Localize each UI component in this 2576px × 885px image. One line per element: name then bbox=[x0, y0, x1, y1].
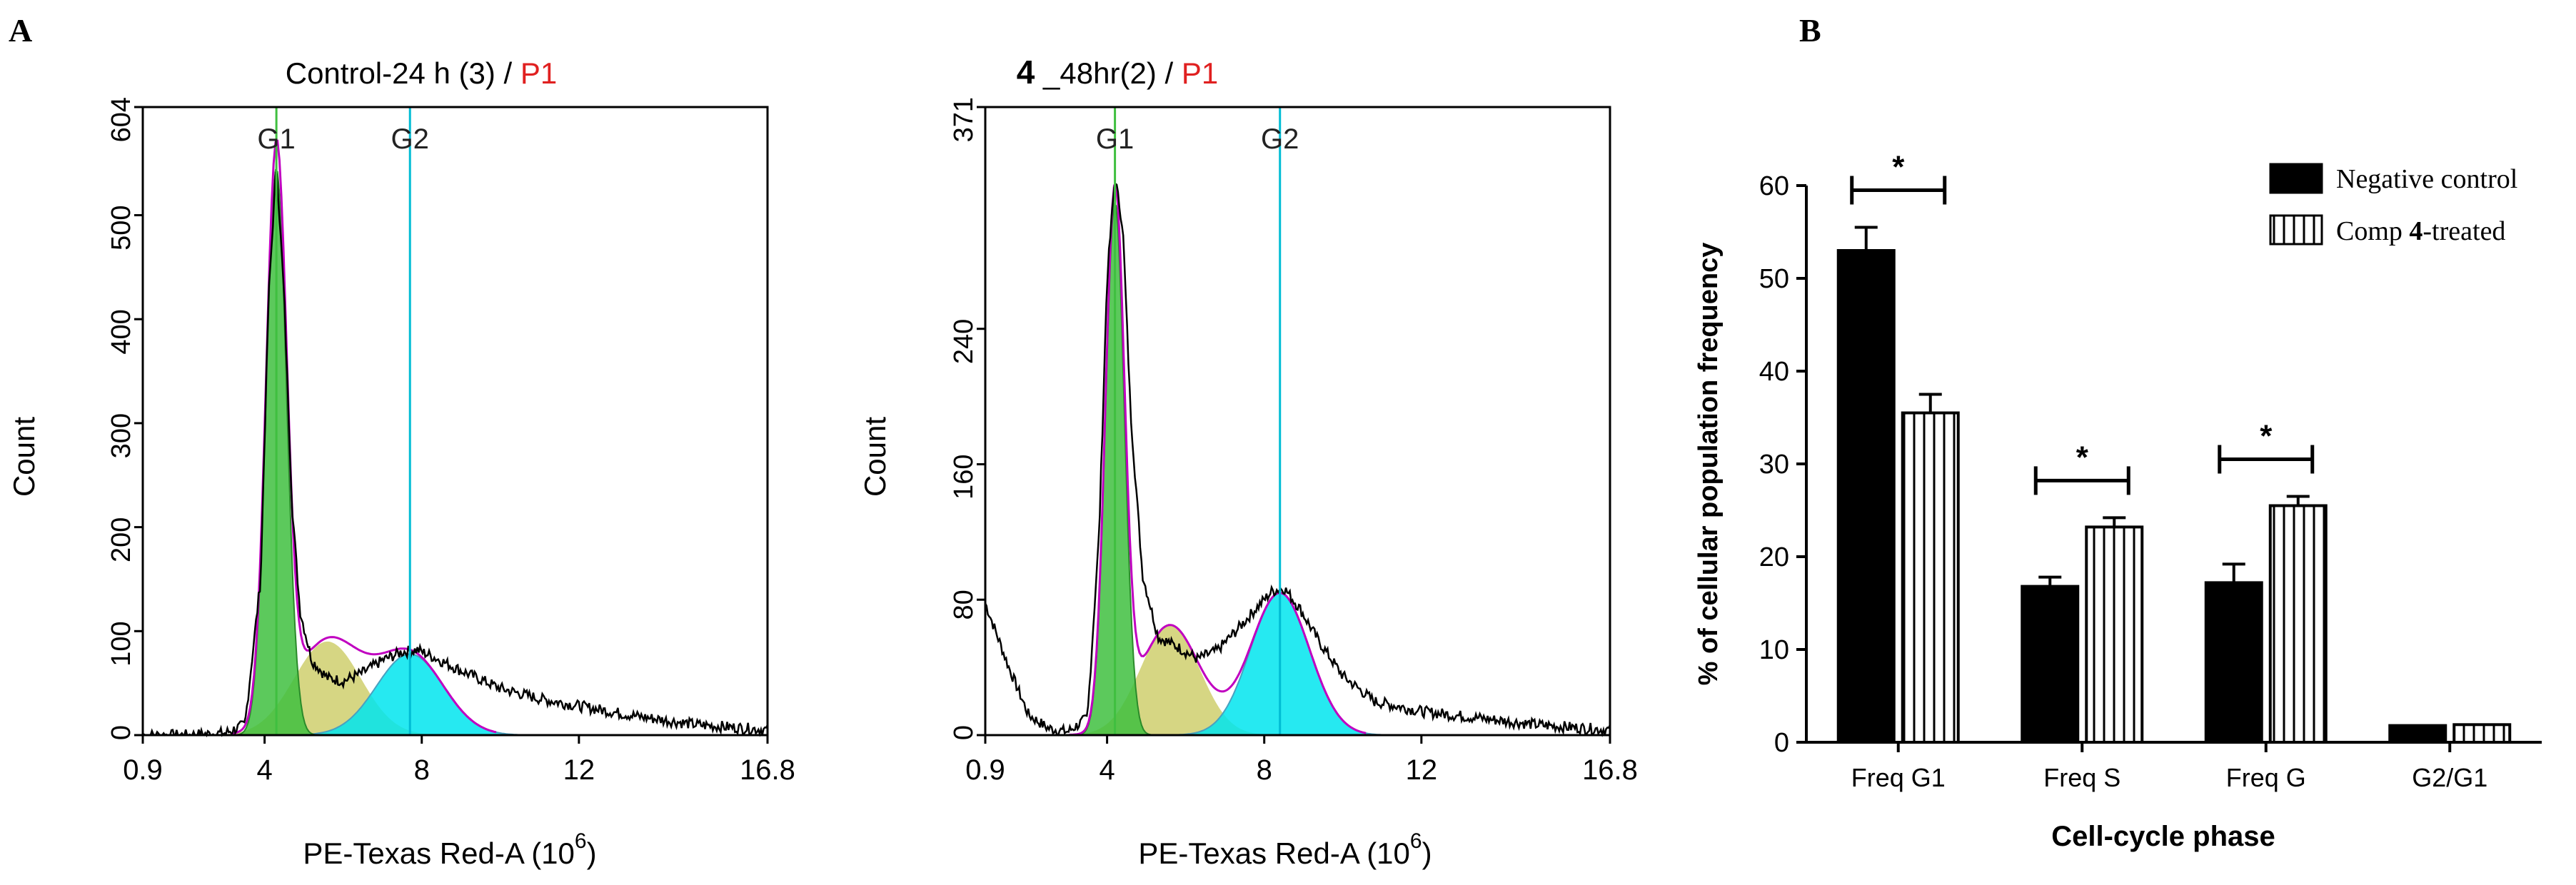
x-tick-label: Freq G1 bbox=[1851, 763, 1946, 792]
significance-star: * bbox=[2076, 440, 2089, 475]
x-axis-label: PE-Texas Red-A (106) bbox=[1138, 829, 1432, 870]
panel-label-b: B bbox=[1799, 12, 1821, 49]
title-p1: P1 bbox=[520, 56, 557, 90]
bar-treated bbox=[2452, 723, 2512, 744]
y-tick-label: 10 bbox=[1759, 635, 1789, 665]
y-tick-label: 500 bbox=[106, 206, 136, 251]
histogram-treated: 4 _48hr(2) / P1 Count PE-Texas Red-A (10… bbox=[858, 54, 1638, 870]
model-fit-envelope bbox=[1069, 183, 1367, 736]
legend-label-negative: Negative control bbox=[2336, 164, 2517, 194]
y-tick-label: 604 bbox=[106, 97, 136, 142]
x-tick-label: 8 bbox=[1257, 754, 1272, 786]
legend-swatch-treated bbox=[2269, 214, 2323, 246]
g2-peak-area bbox=[143, 653, 768, 736]
title-text: Control-24 h (3) / bbox=[286, 56, 520, 90]
title-text: _48hr(2) / bbox=[1035, 56, 1181, 90]
x-tick-label: 4 bbox=[1099, 754, 1115, 786]
g1-peak-area bbox=[143, 168, 768, 736]
bar-treated bbox=[2085, 525, 2144, 744]
s-phase-area bbox=[985, 624, 1610, 735]
x-tick-label: 0.9 bbox=[965, 754, 1005, 786]
y-tick-label: 0 bbox=[106, 725, 136, 740]
bar-negative bbox=[1836, 249, 1896, 744]
y-axis-label: Count bbox=[7, 417, 41, 497]
bar-treated bbox=[2268, 504, 2328, 744]
plot-area: G1 G2 0 100 200 300 400 500 604 0.9 4 8 12 16.8 bbox=[106, 97, 795, 786]
histogram-control: Control-24 h (3) / P1 Count PE-Texas Red… bbox=[7, 56, 795, 870]
x-tick-label: G2/G1 bbox=[2412, 763, 2487, 792]
x-tick-label: Freq S bbox=[2043, 763, 2120, 792]
y-axis-label: Count bbox=[858, 417, 892, 497]
gate-label-g1: G1 bbox=[257, 123, 295, 155]
gate-label-g1: G1 bbox=[1096, 123, 1134, 155]
plot-area: G1 G2 0 80 160 240 371 0.9 4 8 12 16.8 bbox=[949, 97, 1638, 786]
y-tick-label: 80 bbox=[949, 590, 979, 620]
y-tick-label: 60 bbox=[1759, 171, 1789, 201]
x-axis-label: Cell-cycle phase bbox=[2051, 821, 2275, 852]
legend-label-treated: Comp 4-treated bbox=[2336, 216, 2505, 246]
x-tick-label: 4 bbox=[256, 754, 272, 786]
histogram-title: 4 _48hr(2) / P1 bbox=[1017, 54, 1218, 91]
bar-treated bbox=[1901, 411, 1960, 744]
model-fit-envelope bbox=[230, 139, 497, 735]
x-tick-label: 16.8 bbox=[740, 754, 795, 786]
y-tick-label: 20 bbox=[1759, 542, 1789, 572]
plot-frame bbox=[141, 106, 769, 737]
legend: Negative control Comp 4-treated bbox=[2269, 163, 2517, 246]
histogram-title: Control-24 h (3) / P1 bbox=[286, 56, 558, 90]
bar-negative bbox=[2021, 585, 2080, 744]
x-tick-label: 0.9 bbox=[123, 754, 163, 786]
y-tick-label: 50 bbox=[1759, 264, 1789, 294]
significance-star: * bbox=[2260, 419, 2273, 454]
gate-label-g2: G2 bbox=[391, 123, 429, 155]
y-tick-label: 400 bbox=[106, 309, 136, 354]
x-tick-label: 12 bbox=[1406, 754, 1438, 786]
x-axis-label: PE-Texas Red-A (106) bbox=[303, 829, 596, 870]
bar-negative bbox=[2204, 581, 2263, 744]
legend-swatch-negative bbox=[2269, 163, 2323, 194]
bar-negative bbox=[2388, 724, 2447, 744]
histogram-line bbox=[984, 182, 1611, 738]
y-tick-label: 0 bbox=[949, 725, 979, 740]
x-tick-label: Freq G bbox=[2226, 763, 2306, 792]
x-tick-label: 16.8 bbox=[1582, 754, 1638, 786]
y-tick-label: 160 bbox=[949, 454, 979, 499]
title-compound: 4 bbox=[1017, 54, 1035, 91]
plot-frame bbox=[984, 106, 1611, 737]
y-tick-label: 240 bbox=[949, 319, 979, 364]
gate-label-g2: G2 bbox=[1261, 123, 1299, 155]
y-tick-label: 0 bbox=[1774, 728, 1789, 758]
histogram-line bbox=[142, 171, 769, 738]
y-tick-label: 100 bbox=[106, 621, 136, 666]
y-tick-label: 30 bbox=[1759, 450, 1789, 480]
plot-area: 0 10 20 30 40 50 60 Freq G1 * Freq S * Freq G * G2/G1 bbox=[1759, 150, 2542, 792]
panel-label-a: A bbox=[9, 12, 32, 49]
title-p1: P1 bbox=[1182, 56, 1218, 90]
x-tick-label: 12 bbox=[563, 754, 595, 786]
y-tick-label: 300 bbox=[106, 413, 136, 458]
bar-chart: % of cellular population frequency Cell-… bbox=[1694, 150, 2542, 852]
y-tick-label: 200 bbox=[106, 517, 136, 562]
x-tick-label: 8 bbox=[414, 754, 430, 786]
y-axis-label: % of cellular population frequency bbox=[1694, 243, 1724, 686]
y-tick-label: 371 bbox=[949, 97, 979, 142]
significance-star: * bbox=[1892, 150, 1905, 185]
y-tick-label: 40 bbox=[1759, 357, 1789, 387]
